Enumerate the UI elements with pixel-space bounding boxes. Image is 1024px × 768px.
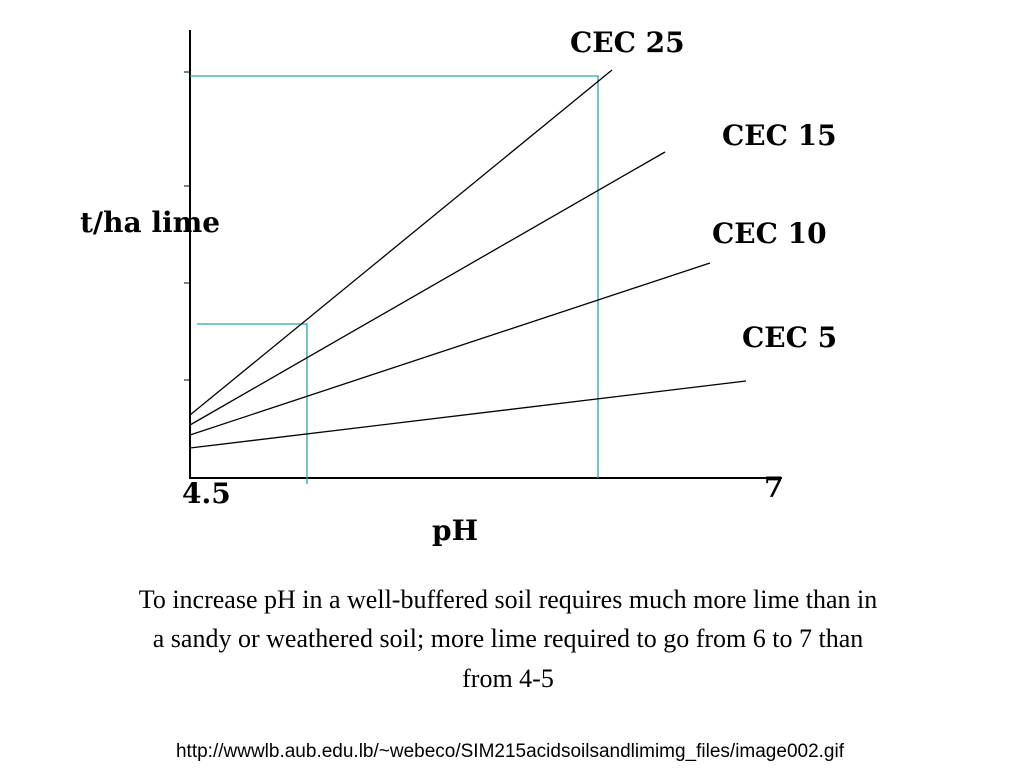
- curve-line: [189, 69, 613, 416]
- guide-line: [190, 75, 599, 478]
- caption-line: To increase pH in a well-buffered soil r…: [139, 585, 877, 614]
- y-axis-label: t/ha lime: [80, 206, 220, 239]
- caption-line: from 4-5: [462, 664, 554, 693]
- x-axis-label: pH: [432, 514, 478, 547]
- x-start-label: 4.5: [182, 477, 231, 510]
- curves: [189, 69, 747, 449]
- curve-line: [189, 151, 666, 426]
- curve-label: CEC 5: [742, 321, 837, 354]
- curve-line: [189, 262, 711, 436]
- caption-line: a sandy or weathered soil; more lime req…: [153, 624, 863, 653]
- axes: [184, 30, 782, 479]
- curve-line: [189, 380, 747, 449]
- guide-line: [197, 323, 308, 484]
- guides: [190, 75, 599, 484]
- source-url: http://wwwlb.aub.edu.lb/~webeco/SIM215ac…: [176, 741, 845, 762]
- curve-label: CEC 10: [712, 217, 827, 250]
- x-end-label: 7: [764, 471, 783, 504]
- curve-label: CEC 15: [722, 119, 837, 152]
- curve-label: CEC 25: [570, 26, 685, 59]
